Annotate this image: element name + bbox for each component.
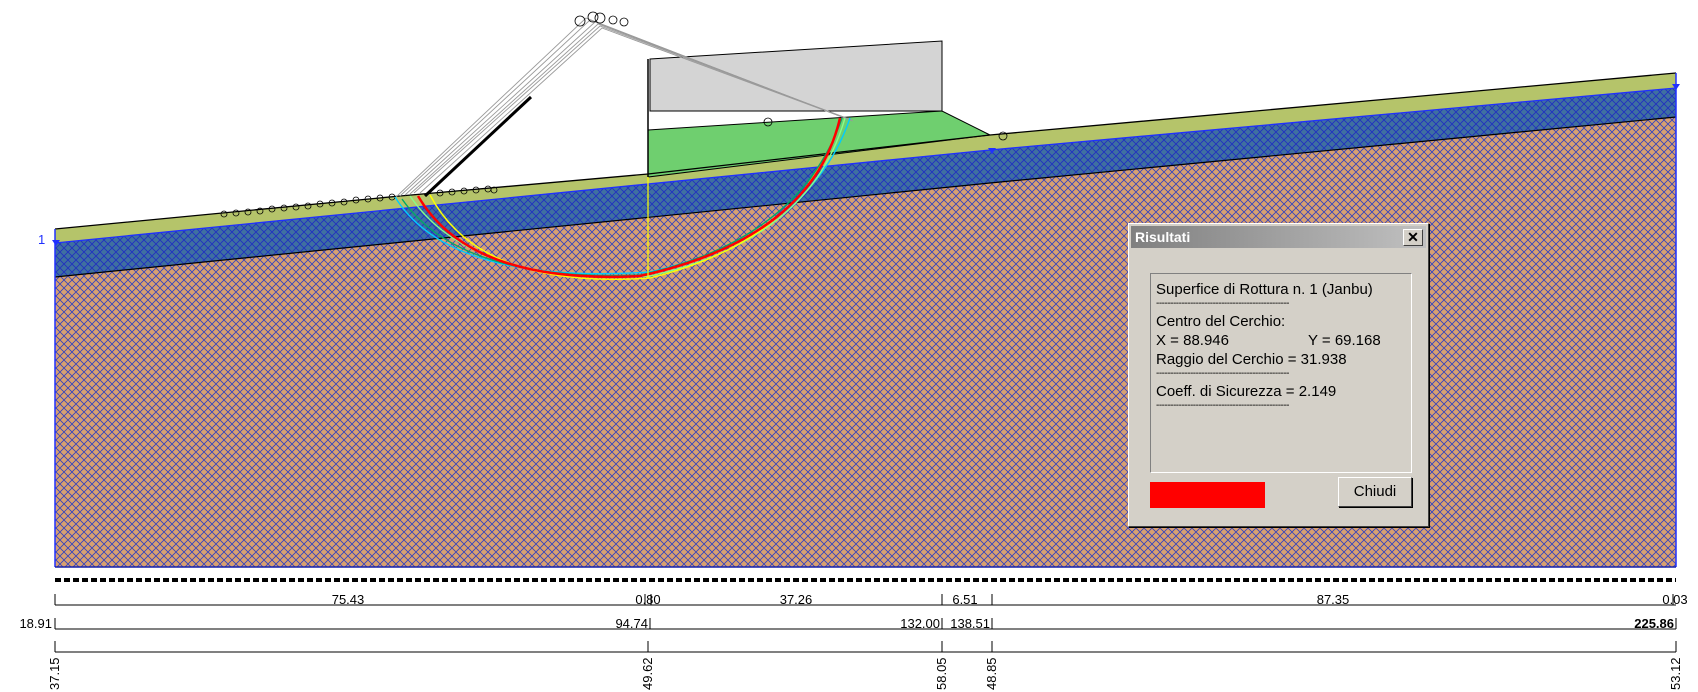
center-coords: X = 88.946 Y = 69.168 [1156,331,1411,350]
layer-marker: 1 [38,232,45,247]
dim-label: 6.51 [952,592,977,607]
topsoil-layer [55,73,1676,243]
separator: ----------------------------------------… [1156,401,1290,411]
close-button[interactable]: Chiudi [1338,477,1412,507]
dim-label: 0.80 [635,592,660,607]
dim-label: 75.43 [332,592,365,607]
dim-label: 58.05 [934,657,949,690]
dialog-title-bar[interactable]: Risultati ✕ [1131,226,1426,248]
saturated-layer [55,88,1676,277]
dim-label: 138.51 [950,616,990,631]
dim-label: 48.85 [984,657,999,690]
center-label: Centro del Cerchio: [1156,313,1286,330]
dimension-row-3: 37.15 49.62 58.05 48.85 53.12 [47,641,1683,690]
center-x: X = 88.946 [1156,332,1229,349]
dim-label: 94.74 [615,616,648,631]
dimension-row-1: 75.43 0.80 37.26 6.51 87.35 0.03 [54,578,1688,607]
results-dialog: Risultati ✕ Superfice di Rottura n. 1 (J… [1128,223,1429,527]
close-icon[interactable]: ✕ [1403,229,1423,246]
dim-label: 37.15 [47,657,62,690]
safety-line: Coeff. di Sicurezza = 2.149 [1156,383,1337,400]
dim-label: 87.35 [1317,592,1350,607]
dimension-row-2: 18.91 94.74 132.00 138.51 225.86 [19,616,1677,631]
radius-line: Raggio del Cerchio = 31.938 [1156,351,1347,368]
dim-label: 37.26 [780,592,813,607]
separator: ----------------------------------------… [1156,299,1290,309]
dim-label: 0.03 [1662,592,1687,607]
dialog-title: Risultati [1135,229,1191,245]
critical-surface [416,117,842,279]
separator: ----------------------------------------… [1156,369,1290,379]
center-y: Y = 69.168 [1308,332,1381,349]
dim-label: 53.12 [1668,657,1683,690]
retaining-wall [649,40,943,112]
dim-label: 49.62 [640,657,655,690]
trial-surfaces [395,17,854,198]
surface-line: Superfice di Rottura n. 1 (Janbu) [1156,281,1373,298]
anchor-bar [423,95,533,198]
dim-label: 225.86 [1634,616,1674,631]
color-swatch [1150,482,1265,508]
dim-label: 18.91 [19,616,52,631]
dim-label: 132.00 [900,616,940,631]
results-text: Superfice di Rottura n. 1 (Janbu) ------… [1150,273,1412,473]
